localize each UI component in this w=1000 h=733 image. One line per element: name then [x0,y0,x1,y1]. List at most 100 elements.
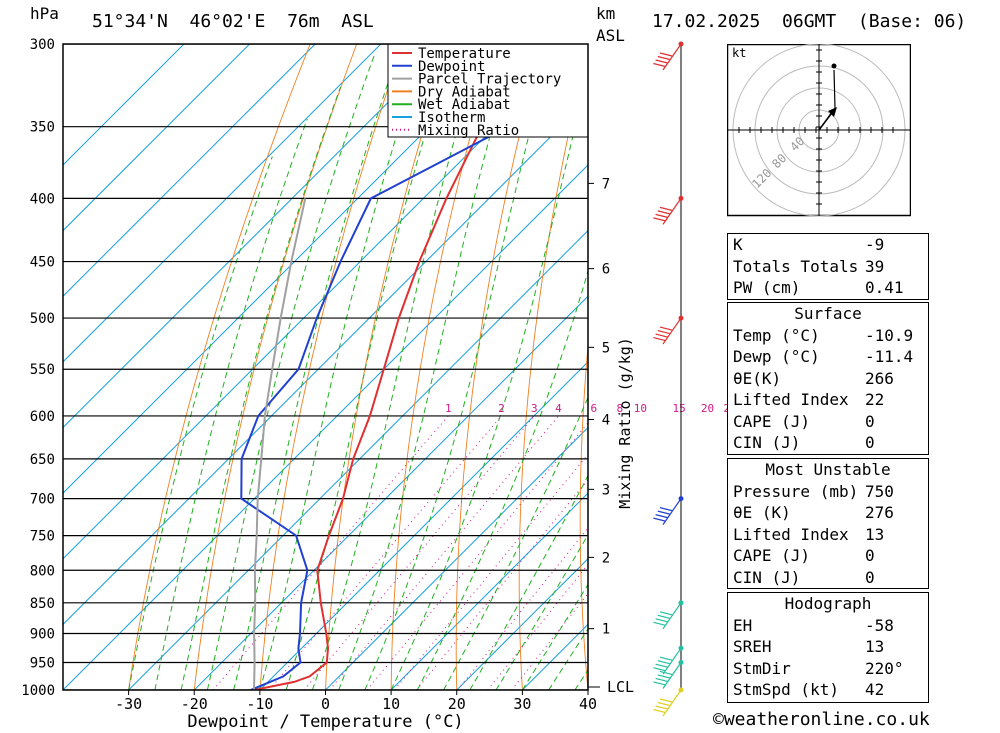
pressure-tick-label: 950 [30,655,55,671]
hodograph-table: Hodograph EH -58 SREH 13 StmDir 220° StmSpd (kt… [727,592,929,703]
wet-adiabat-line [128,156,273,690]
dry-adiabat-line [128,44,311,690]
wind-barb-flag [659,611,673,616]
pressure-tick-label: 300 [30,37,55,53]
mixing-ratio-line [268,415,502,690]
indices-table: K -9 Totals Totals 39 PW (cm) 0.41 [727,233,929,300]
pressure-tick-label: 550 [30,362,55,378]
isotherm-line [63,44,250,232]
temperature-tick-label: -10 [246,695,273,713]
wind-barb-flag [657,510,670,515]
table-row: CAPE (J) 0 [728,411,928,433]
wet-adiabat-line [285,44,454,690]
table-row: CIN (J) 0 [728,432,928,454]
table-row: EH -58 [728,615,928,637]
mixing-ratio-label: 10 [634,402,647,415]
row-label: Dewp (°C) [733,347,820,366]
temperature-tick-label: 40 [579,695,597,713]
isotherm-line [63,164,588,690]
dry-adiabat-line [696,44,729,690]
wind-barb-staff [662,689,682,717]
wind-barb-flag [657,614,670,619]
row-value: 0.41 [865,278,904,297]
row-label: PW (cm) [733,278,801,297]
row-value: 276 [865,503,894,522]
row-label: Lifted Index [733,524,849,544]
wind-barb-flag [653,517,666,522]
legend-box [387,43,589,138]
legend-label: Isotherm [418,110,485,126]
row-label: Lifted Index [733,390,849,409]
row-value: -9 [865,235,885,254]
isotherm-line [63,44,447,429]
hpa-unit-label: hPa [30,4,59,23]
wind-barb-flag [657,660,670,665]
wind-barb-flag [659,206,673,211]
row-label: θE(K) [733,368,782,388]
pressure-tick-label: 800 [30,563,55,579]
table-row: SREH 13 [728,636,928,658]
wind-barb-flag [653,621,666,626]
row-label: CIN (J) [733,433,801,452]
lcl-label: LCL [607,678,634,696]
row-value: 266 [865,368,894,388]
copyright-link[interactable]: ©weatheronline.co.uk [713,709,930,730]
surface-table: Surface Temp (°C) -10.9 Dewp (°C) -11.4 θE(K)… [727,302,929,455]
temperature-tick-label: 20 [448,695,466,713]
isotherm-line [63,44,185,166]
table-row: CAPE (J) 0 [728,545,928,567]
pressure-tick-label: 650 [30,452,55,468]
pressure-tick-label: 850 [30,596,55,612]
row-label: SREH [733,637,772,656]
isotherm-line [63,44,513,494]
row-value: 0 [865,546,875,565]
mixing-ratio-label: 1 [445,402,452,415]
most-unstable-table: Most Unstable Pressure (mb) 750 θE (K) 276 Li… [727,458,929,589]
mixing-ratio-line [303,415,535,690]
wind-barb-flag [653,337,666,342]
row-value: -10.9 [865,325,914,345]
legend-label: Temperature [418,46,511,62]
mixing-ratio-label: 2 [498,402,505,415]
table-row: θE (K) 276 [728,502,928,524]
mixing-ratio-line [457,527,588,690]
wind-barb-flag [659,698,673,703]
isotherm-line [456,558,588,690]
wind-barb-flag [653,217,666,222]
row-value: 13 [865,637,885,656]
row-label: StmDir [733,658,791,678]
km-tick-label: 4 [602,412,610,428]
table-row: PW (cm) 0.41 [728,277,928,299]
row-value: 0 [865,433,875,452]
wind-barb-staff [662,198,682,225]
pressure-tick-label: 900 [30,626,55,642]
table-row: Temp (°C) -10.9 [728,325,928,347]
temperature-tick-label: 30 [513,695,531,713]
wind-barb-staff [662,43,682,71]
row-label: Temp (°C) [733,325,820,345]
wind-barb-flag [655,333,668,338]
isotherm-line [259,361,588,690]
wet-adiabat-line [259,44,427,690]
mixing-ratio-label: 8 [616,402,623,415]
wind-barb-staff [662,647,682,675]
pressure-tick-label: 450 [30,255,55,271]
isotherm-line [63,98,588,626]
wind-barb-staff [662,602,682,630]
row-label: EH [733,615,753,635]
table-row: CIN (J) 0 [728,567,928,589]
row-label: CAPE (J) [733,411,811,431]
wet-adiabat-line [206,52,376,690]
mixing-ratio-label: 3 [531,402,538,415]
mixing-ratio-line [366,422,588,690]
wind-barb-flag [655,677,668,683]
table-title: Hodograph [784,594,872,613]
km-tick-label: 6 [602,262,610,278]
dry-adiabat-line [325,44,451,690]
row-label: CAPE (J) [733,546,811,565]
wind-barb-flag [655,514,668,519]
wind-barb-staff [662,662,682,689]
pressure-tick-label: 700 [30,492,55,508]
row-value: 39 [865,256,885,276]
table-title: Most Unstable [765,460,891,479]
